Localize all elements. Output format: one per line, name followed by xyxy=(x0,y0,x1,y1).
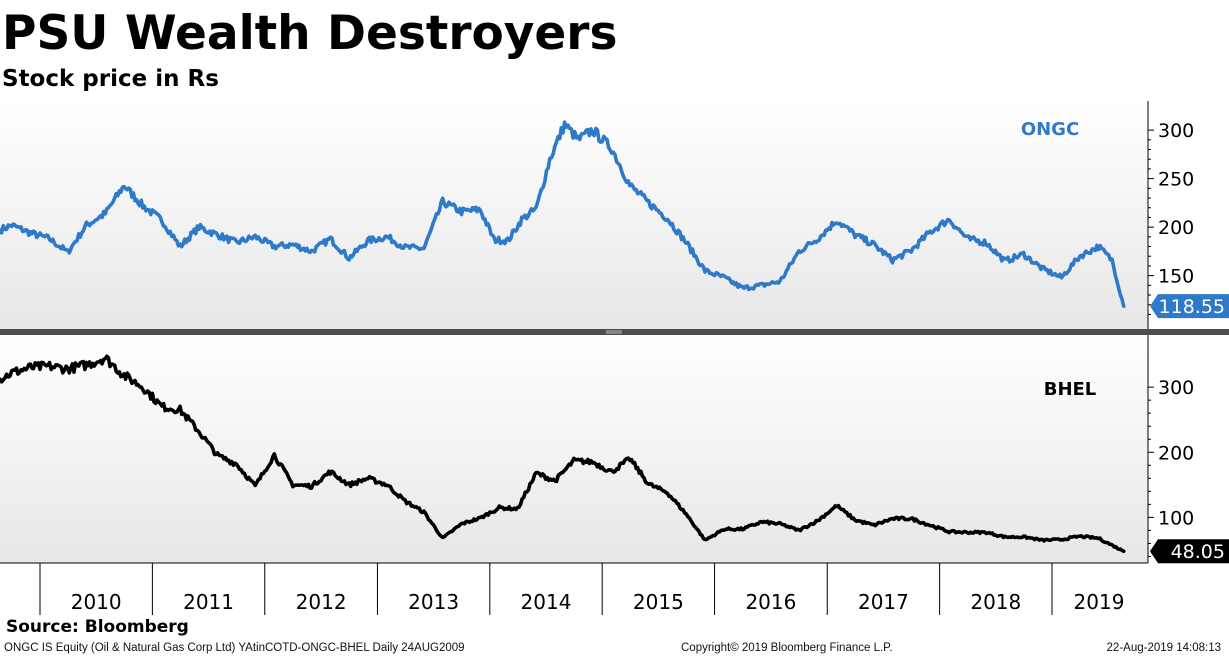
ongc-y-tick-label: 300 xyxy=(1158,120,1194,142)
x-tick-label: 2010 xyxy=(71,590,122,614)
x-tick-label: 2015 xyxy=(633,590,684,614)
ongc-y-tick-label: 150 xyxy=(1158,266,1194,288)
bhel-legend-label: BHEL xyxy=(1044,379,1097,400)
bhel-y-tick-label: 300 xyxy=(1158,377,1194,399)
x-tick-label: 2014 xyxy=(521,590,572,614)
bhel-panel: 100 200 300 BHEL 48.05 xyxy=(0,335,1229,564)
chart-title: PSU Wealth Destroyers xyxy=(2,6,618,61)
panel-separator xyxy=(0,329,1229,335)
x-tick-label: 2011 xyxy=(183,590,234,614)
source-note: Source: Bloomberg xyxy=(6,617,189,637)
bhel-last-value-label: 48.05 xyxy=(1171,541,1225,563)
ongc-y-tick-label: 200 xyxy=(1158,217,1194,239)
x-tick-label: 2013 xyxy=(408,590,459,614)
x-tick-label: 2018 xyxy=(970,590,1021,614)
x-axis: 2010 2011 2012 2013 2014 2015 2016 2017 2018 2019 xyxy=(0,562,1148,615)
ongc-series-line xyxy=(0,120,1126,308)
x-tick-label: 2017 xyxy=(858,590,909,614)
ongc-legend-label: ONGC xyxy=(1021,119,1079,140)
footer-security-info: ONGC IS Equity (Oil & Natural Gas Corp L… xyxy=(4,642,465,654)
chart-subtitle: Stock price in Rs xyxy=(2,66,219,92)
ongc-last-value-marker xyxy=(1150,294,1229,319)
bhel-last-value-marker xyxy=(1150,539,1229,564)
x-tick-label: 2012 xyxy=(296,590,347,614)
footer-timestamp: 22-Aug-2019 14:08:13 xyxy=(1106,642,1221,654)
ongc-panel: 150 200 250 300 ONGC 118.55 xyxy=(0,101,1229,329)
bhel-y-tick-label: 100 xyxy=(1158,507,1194,529)
footer-copyright: Copyright© 2019 Bloomberg Finance L.P. xyxy=(681,642,893,654)
x-tick-label: 2016 xyxy=(745,590,796,614)
chart-area: 150 200 250 300 ONGC 118.55 100 200 300 BHEL … xyxy=(0,101,1229,615)
panel-divider-bar xyxy=(0,329,1229,335)
x-tick-label: 2019 xyxy=(1074,590,1125,614)
ongc-last-value-label: 118.55 xyxy=(1159,296,1225,318)
ongc-y-tick-label: 250 xyxy=(1158,169,1194,191)
bhel-series-line xyxy=(0,354,1126,553)
bloomberg-footer: ONGC IS Equity (Oil & Natural Gas Corp L… xyxy=(0,639,1229,657)
bhel-panel-background xyxy=(0,335,1148,563)
bhel-y-tick-label: 200 xyxy=(1158,442,1194,464)
